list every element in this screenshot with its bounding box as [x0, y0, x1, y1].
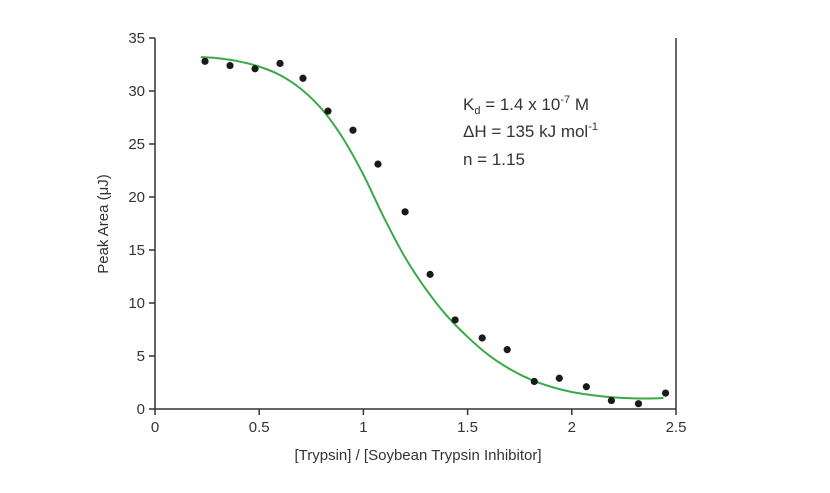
data-point-1 [226, 61, 234, 70]
y-tick-label-3: 15 [128, 242, 145, 259]
y-tick-label-5: 25 [128, 136, 145, 153]
x-ticks: 0 0.5 1 1.5 2 2.5 [151, 409, 687, 436]
y-tick-label-1: 5 [137, 348, 145, 365]
data-point-0 [201, 57, 209, 65]
data-point-14 [555, 374, 563, 382]
data-point-9 [426, 270, 434, 278]
annotation-n: n = 1.15 [463, 150, 525, 169]
y-tick-label-0: 0 [137, 401, 145, 418]
data-point-2 [251, 65, 259, 73]
data-point-3 [276, 59, 284, 68]
data-point-11 [478, 334, 486, 342]
annotation-dh: ΔH = 135 kJ mol-1 [463, 121, 598, 141]
x-axis-label: [Trypsin] / [Soybean Trypsin Inhibitor] [294, 447, 541, 464]
y-tick-label-2: 10 [128, 295, 145, 312]
data-points-series [201, 57, 670, 408]
x-tick-label-0: 0 [151, 419, 159, 436]
x-tick-label-4: 2 [568, 419, 576, 436]
data-point-5 [324, 107, 332, 115]
x-tick-label-1: 0.5 [249, 419, 270, 436]
y-tick-label-6: 30 [128, 83, 145, 100]
y-ticks: 0 5 10 15 20 25 30 35 [128, 30, 155, 418]
axes [154, 38, 677, 410]
y-tick-label-7: 35 [128, 30, 145, 47]
data-point-6 [349, 126, 357, 134]
data-point-17 [634, 400, 643, 408]
data-point-16 [607, 396, 615, 405]
data-point-18 [661, 389, 670, 397]
fit-curve-line [200, 56, 664, 400]
x-tick-label-3: 1.5 [457, 419, 478, 436]
x-tick-label-2: 1 [359, 419, 367, 436]
data-point-8 [401, 208, 409, 216]
data-point-4 [299, 74, 307, 82]
data-point-15 [582, 383, 590, 391]
data-point-10 [451, 316, 459, 324]
data-point-12 [503, 346, 511, 354]
y-tick-label-4: 20 [128, 189, 145, 206]
fit-curve-series [200, 56, 664, 400]
y-axis-label: Peak Area (μJ) [95, 174, 112, 274]
data-point-13 [530, 377, 538, 386]
data-point-7 [374, 160, 382, 168]
fit-parameters-annotation: Kd = 1.4 x 10-7 M ΔH = 135 kJ mol-1 n = … [463, 94, 598, 169]
x-tick-label-5: 2.5 [666, 419, 687, 436]
annotation-kd: Kd = 1.4 x 10-7 M [463, 94, 589, 117]
